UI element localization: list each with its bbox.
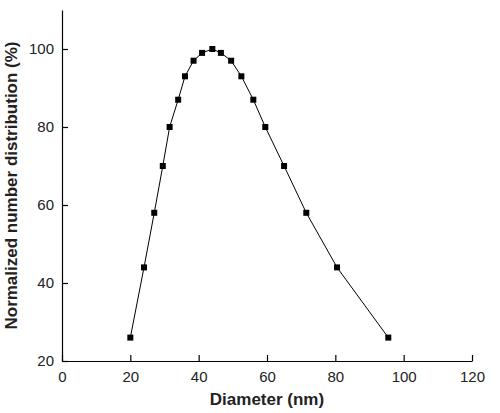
x-axis-line — [63, 361, 473, 362]
y-tick: 60 — [37, 196, 68, 213]
y-tick-label: 80 — [37, 118, 54, 135]
x-tick: 40 — [191, 355, 208, 385]
x-tick: 80 — [327, 355, 344, 385]
x-tick-mark — [472, 355, 473, 361]
y-tick-label: 100 — [29, 40, 54, 57]
x-tick: 100 — [392, 355, 417, 385]
marker — [167, 124, 173, 130]
marker — [385, 335, 391, 341]
y-axis-line — [62, 11, 63, 362]
y-tick: 100 — [29, 40, 68, 57]
y-tick-label: 40 — [37, 274, 54, 291]
y-axis: 20 40 60 80 100 — [29, 11, 68, 370]
x-tick-label: 40 — [191, 368, 208, 385]
marker — [209, 46, 215, 52]
x-axis: 0 20 40 60 80 100 120 — [58, 355, 485, 385]
marker — [182, 73, 188, 79]
y-tick-label: 20 — [37, 352, 54, 369]
x-tick: 60 — [259, 355, 276, 385]
x-tick-mark — [335, 355, 336, 361]
marker — [199, 50, 205, 56]
x-tick-mark — [404, 355, 405, 361]
series-line — [130, 49, 388, 338]
marks — [127, 46, 391, 341]
y-tick-mark — [62, 283, 68, 284]
marker — [218, 50, 224, 56]
marker — [262, 124, 268, 130]
y-tick-mark — [62, 205, 68, 206]
y-tick-mark — [62, 49, 68, 50]
marker — [228, 58, 234, 64]
marker — [334, 264, 340, 270]
marker — [160, 163, 166, 169]
marker — [141, 264, 147, 270]
y-tick: 20 — [37, 352, 68, 369]
y-tick-mark — [62, 361, 68, 362]
marker — [238, 73, 244, 79]
x-tick-label: 20 — [122, 368, 139, 385]
x-tick-mark — [130, 355, 131, 361]
marker — [250, 97, 256, 103]
y-axis-title: Normalized number distribution (%) — [2, 41, 21, 329]
plot: 02040608010012020406080100 — [29, 11, 485, 385]
x-tick-label: 120 — [460, 368, 485, 385]
y-tick-mark — [62, 127, 68, 128]
marker — [281, 163, 287, 169]
marker — [191, 58, 197, 64]
x-tick-label: 60 — [259, 368, 276, 385]
y-tick: 40 — [37, 274, 68, 291]
marker — [175, 97, 181, 103]
marker — [127, 335, 133, 341]
x-tick: 20 — [122, 355, 139, 385]
marker — [151, 210, 157, 216]
x-tick: 120 — [460, 355, 485, 385]
x-tick-label: 80 — [327, 368, 344, 385]
y-tick: 80 — [37, 118, 68, 135]
chart: 02040608010012020406080100Diameter (nm)N… — [0, 0, 500, 413]
x-tick-mark — [267, 355, 268, 361]
x-tick-label: 0 — [58, 368, 66, 385]
marker — [303, 210, 309, 216]
x-tick-mark — [199, 355, 200, 361]
x-tick-label: 100 — [392, 368, 417, 385]
y-tick-label: 60 — [37, 196, 54, 213]
x-axis-title: Diameter (nm) — [210, 390, 324, 409]
